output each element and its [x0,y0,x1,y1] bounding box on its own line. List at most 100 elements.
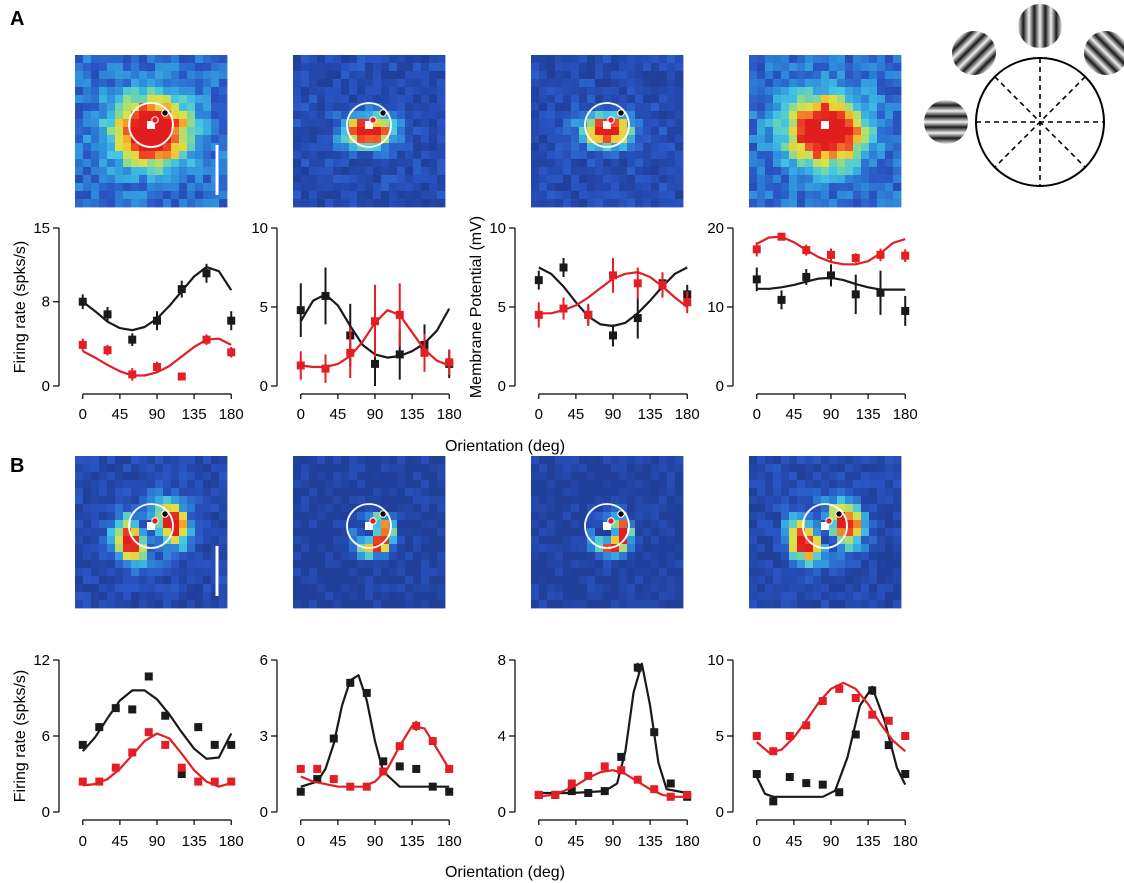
heatmap-cell [659,151,668,160]
heatmap-cell [579,151,588,160]
heatmap-cell [99,496,108,505]
heatmap-cell [293,87,302,96]
heatmap-cell [587,175,596,184]
heatmap-cell [349,544,358,553]
heatmap-cell [91,496,100,505]
heatmap-cell [555,103,564,112]
heatmap-cell [211,520,220,529]
heatmap-cell [789,520,798,529]
heatmap-cell [869,560,878,569]
heatmap-cell [365,151,374,160]
heatmap-cell [539,552,548,561]
heatmap-cell [83,87,92,96]
heatmap-cell [381,464,390,473]
heatmap-cell [619,143,628,152]
heatmap-cell [317,103,326,112]
heatmap-cell [603,584,612,593]
heatmap-cell [619,592,628,601]
heatmap-cell [781,191,790,200]
heatmap-cell [211,183,220,192]
heatmap-cell [171,504,180,513]
heatmap-cell [603,95,612,104]
heatmap-cell [195,135,204,144]
heatmap-cell [773,584,782,593]
heatmap-cell [309,592,318,601]
heatmap-cell [789,496,798,505]
heatmap-cell [219,167,228,176]
heatmap-cell [357,496,366,505]
heatmap-cell [667,183,676,192]
heatmap-cell [333,135,342,144]
heatmap-cell [83,111,92,120]
heatmap-cell [203,159,212,168]
heatmap-cell [813,560,822,569]
heatmap-cell [757,528,766,537]
data-point [144,672,153,681]
heatmap-cell [171,584,180,593]
heatmap-cell [845,568,854,577]
heatmap-cell [219,127,228,136]
heatmap-cell [571,592,580,601]
heatmap-cell [195,111,204,120]
heatmap-cell [413,135,422,144]
heatmap-cell [131,71,140,80]
heatmap-cell [643,464,652,473]
heatmap-cell [187,151,196,160]
x-tick-label: 0 [753,833,761,850]
heatmap-cell [301,472,310,481]
heatmap-cell [579,600,588,609]
x-tick-label: 180 [893,833,918,850]
heatmap-cell [563,504,572,513]
heatmap-cell [163,95,172,104]
heatmap-cell [131,119,140,128]
heatmap-cell [147,456,156,465]
heatmap-cell [555,472,564,481]
heatmap-cell [317,488,326,497]
heatmap-cell [293,504,302,513]
heatmap-cell [325,167,334,176]
heatmap-cell [797,592,806,601]
heatmap-cell [293,512,302,521]
heatmap-cell [99,183,108,192]
heatmap-cell [123,592,132,601]
heatmap-cell [805,520,814,529]
heatmap-cell [781,199,790,208]
heatmap-cell [781,552,790,561]
data-point [103,346,112,355]
heatmap-cell [563,119,572,128]
heatmap-cell [563,456,572,465]
data-point [194,777,203,786]
heatmap-cell [651,552,660,561]
heatmap-cell [437,151,446,160]
heatmap-cell [563,143,572,152]
heatmap-cell [773,520,782,529]
heatmap-cell [203,151,212,160]
data-point [362,782,371,791]
heatmap-cell [325,199,334,208]
heatmap-cell [131,456,140,465]
heatmap-cell [667,512,676,521]
heatmap-cell [651,191,660,200]
heatmap-cell [381,456,390,465]
heatmap-cell [107,111,116,120]
data-point [210,777,219,786]
heatmap-cell [381,528,390,537]
heatmap-cell [163,199,172,208]
heatmap-cell [765,528,774,537]
data-point [362,688,371,697]
heatmap-cell [885,111,894,120]
heatmap-cell [131,87,140,96]
heatmap-cell [587,79,596,88]
heatmap-cell [837,560,846,569]
x-tick-label: 90 [367,833,384,850]
heatmap-cell [675,55,684,64]
heatmap-cell [309,536,318,545]
heatmap-cell [773,79,782,88]
heatmap-cell [107,456,116,465]
heatmap-cell [539,584,548,593]
series-black [296,674,454,796]
heatmap-cell [429,504,438,513]
heatmap-cell [115,568,124,577]
heatmap-cell [749,159,758,168]
heatmap-cell [91,95,100,104]
